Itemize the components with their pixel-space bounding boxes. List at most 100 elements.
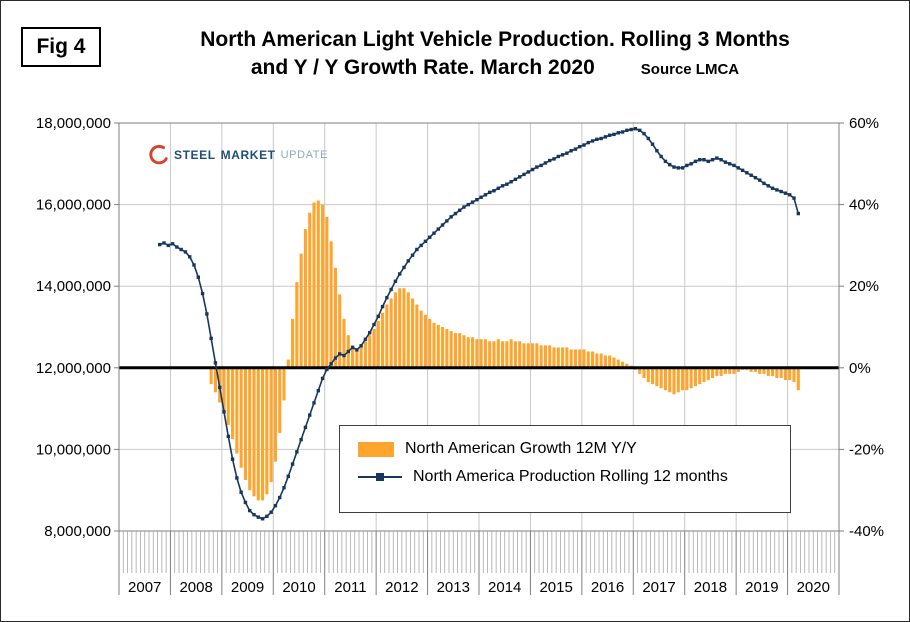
production-point-marker [338, 352, 342, 356]
growth-bar [329, 241, 333, 368]
production-point-marker [715, 156, 719, 160]
growth-bar [239, 367, 243, 468]
growth-bar [676, 367, 680, 393]
legend: North American Growth 12M Y/Y North Amer… [339, 425, 791, 513]
production-point-marker [205, 312, 209, 316]
growth-bar [689, 367, 693, 389]
axis-tick-labels: 8,000,000 10,000,000 12,000,000 14,000,000 1… [36, 115, 884, 540]
growth-bar [458, 333, 462, 368]
right-axis-tick-label: -20% [849, 441, 884, 458]
growth-bar [715, 367, 719, 376]
production-point-marker [462, 205, 466, 209]
production-point-marker [158, 242, 162, 247]
production-point-marker [389, 287, 393, 292]
growth-bar [363, 341, 367, 368]
production-point-marker [620, 130, 625, 134]
production-point-marker [376, 314, 380, 319]
growth-bar [282, 367, 286, 401]
growth-bar [333, 267, 337, 368]
growth-bar [659, 367, 663, 389]
growth-bar [561, 347, 565, 368]
growth-bar [402, 288, 406, 368]
production-point-marker [633, 127, 638, 131]
production-point-marker [432, 231, 436, 235]
growth-bar [243, 367, 247, 480]
growth-bar [479, 339, 483, 368]
growth-bar [723, 367, 727, 374]
production-point-marker [578, 144, 582, 149]
growth-bar [462, 335, 466, 368]
production-point-marker [402, 265, 406, 270]
production-point-marker [573, 147, 578, 151]
production-point-marker [650, 142, 655, 146]
smu-logo: STEEL MARKET UPDATE [147, 144, 328, 166]
production-point-marker [218, 385, 222, 390]
growth-bar [663, 367, 667, 391]
production-point-marker [256, 515, 260, 519]
production-point-marker [685, 163, 689, 168]
chart-header: North American Light Vehicle Production.… [105, 27, 885, 80]
growth-bar [445, 329, 449, 368]
figure-label: Fig 4 [36, 35, 86, 58]
production-point-marker [758, 178, 762, 182]
production-point-marker [273, 504, 278, 508]
growth-bar [578, 349, 582, 368]
production-point-marker [226, 434, 230, 439]
growth-bar [475, 339, 479, 368]
growth-bar [753, 367, 757, 372]
production-point-marker [556, 154, 560, 159]
production-point-marker [213, 361, 218, 365]
production-point-marker [668, 162, 672, 167]
growth-bar [496, 339, 500, 368]
growth-bar [436, 324, 440, 368]
figure-label-box: Fig 4 [21, 27, 101, 67]
production-point-marker [230, 457, 235, 461]
growth-bar [376, 320, 380, 368]
growth-bar [411, 298, 415, 368]
production-point-marker [569, 149, 573, 153]
growth-bar [423, 314, 427, 368]
growth-bar [483, 339, 487, 368]
production-point-marker [350, 345, 355, 350]
left-axis-tick-label: 14,000,000 [36, 278, 111, 295]
production-point-marker [372, 322, 376, 327]
production-point-marker [252, 512, 256, 517]
legend-item-growth: North American Growth 12M Y/Y [358, 440, 780, 458]
growth-bar [612, 357, 616, 368]
production-point-marker [629, 127, 633, 132]
growth-bar [501, 341, 505, 368]
growth-bar [449, 331, 453, 368]
year-label: 2018 [694, 579, 727, 596]
production-point-marker [496, 186, 500, 190]
growth-bar [312, 202, 316, 368]
production-point-marker [470, 200, 475, 204]
production-point-marker [269, 510, 273, 514]
production-point-marker [303, 425, 308, 430]
production-point-marker [329, 362, 333, 366]
production-point-marker [325, 367, 329, 372]
production-point-marker [415, 247, 419, 252]
production-point-marker [248, 508, 252, 513]
production-point-marker [753, 175, 758, 180]
production-point-marker [689, 162, 693, 166]
production-point-marker [453, 211, 458, 216]
production-point-marker [582, 143, 586, 147]
production-point-marker [308, 413, 312, 417]
production-point-marker [599, 136, 603, 141]
growth-bar [779, 367, 783, 378]
production-point-marker [736, 166, 740, 170]
growth-bar [775, 367, 779, 378]
growth-bar [732, 367, 736, 374]
growth-bar [603, 355, 607, 368]
growth-bar [625, 363, 629, 368]
growth-bar [758, 367, 762, 374]
year-label: 2010 [282, 579, 315, 596]
production-point-marker [196, 275, 200, 279]
left-axis-tick-label: 18,000,000 [36, 115, 111, 132]
growth-bar [432, 322, 436, 368]
production-point-marker [333, 356, 338, 360]
production-point-marker [590, 139, 595, 143]
production-point-marker [505, 182, 509, 186]
growth-bar [608, 355, 612, 368]
production-line-series [158, 127, 800, 521]
